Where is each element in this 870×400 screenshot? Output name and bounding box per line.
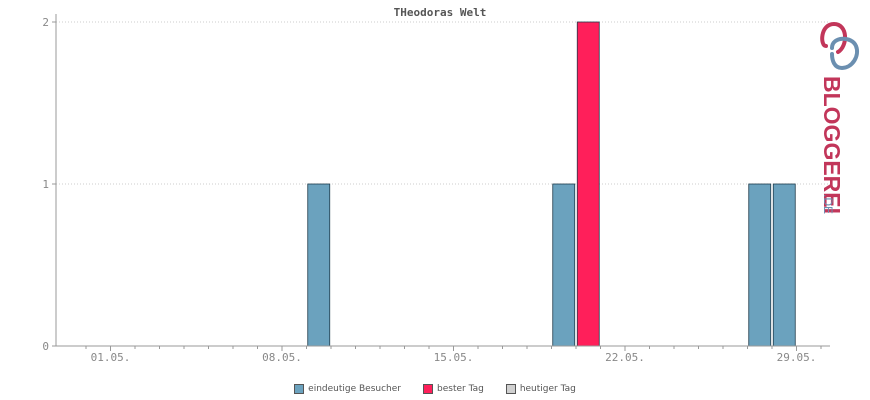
- y-tick-label: 0: [42, 340, 49, 353]
- bar: [307, 183, 331, 347]
- bar: [576, 21, 600, 347]
- grid-lines: [56, 21, 830, 185]
- legend-item: eindeutige Besucher: [294, 384, 401, 394]
- x-tick-label: 15.05.: [434, 351, 474, 364]
- legend-item: heutiger Tag: [505, 384, 576, 394]
- x-tick-label: 22.05.: [605, 351, 645, 364]
- legend-swatch: [505, 384, 516, 394]
- x-tick-label: 08.05.: [262, 351, 302, 364]
- y-tick-label: 1: [42, 178, 49, 191]
- legend-swatch: [294, 384, 305, 394]
- x-tick-label: 01.05.: [91, 351, 131, 364]
- bar: [748, 183, 772, 347]
- y-tick-label: 2: [42, 16, 49, 29]
- chart-title: THeodoras Welt: [394, 6, 487, 19]
- bar: [772, 183, 796, 347]
- bar: [552, 183, 576, 347]
- legend-label: eindeutige Besucher: [308, 384, 401, 394]
- logo-suffix: .DE: [821, 194, 835, 214]
- legend-label: heutiger Tag: [519, 384, 576, 394]
- y-axis-ticks: 0 1 2: [42, 16, 56, 353]
- bloggerei-logo: BLOGGEREI .DE: [812, 18, 862, 218]
- logo-text: BLOGGEREI: [819, 76, 845, 214]
- legend-swatch: [423, 384, 433, 394]
- legend-label: bester Tag: [437, 384, 484, 394]
- x-tick-label: 29.05.: [777, 351, 817, 364]
- x-axis-ticks: 01.05. 08.05. 15.05. 22.05. 29.05.: [85, 346, 822, 364]
- logo-mark-icon: BLOGGEREI .DE: [819, 21, 859, 214]
- legend: eindeutige Besucher bester Tag heutiger Ta…: [0, 384, 870, 394]
- legend-item: bester Tag: [423, 384, 484, 394]
